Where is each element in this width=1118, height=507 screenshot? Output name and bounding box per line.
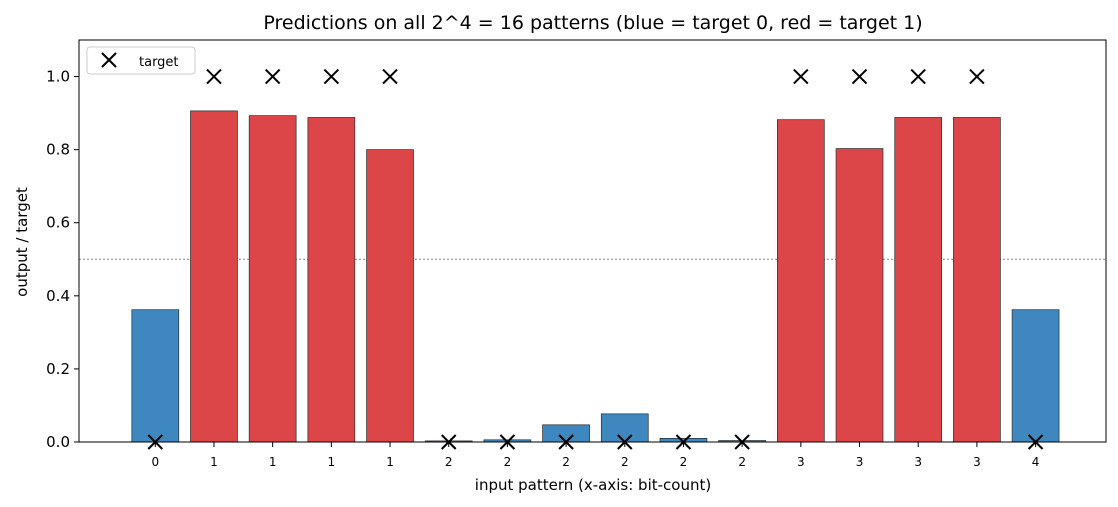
bar [248, 115, 297, 443]
x-tick-label: 1 [210, 455, 218, 469]
bar [542, 424, 590, 443]
y-tick-label: 0.4 [46, 287, 70, 305]
x-tick-label: 3 [914, 455, 922, 469]
bar [777, 119, 825, 443]
x-tick-label: 2 [562, 455, 570, 469]
x-tick-label: 1 [386, 455, 394, 469]
target-marker [851, 68, 868, 85]
plot-area: 0.0 0.2 0.4 0.6 0.8 1.0 0 1 1 1 1 2 2 2 2 2 2 3 3 3 3 4 [46, 39, 1107, 469]
bar [190, 110, 238, 443]
chart-title: Predictions on all 2^4 = 16 patterns (bl… [263, 12, 922, 34]
x-tick-label: 3 [973, 455, 981, 469]
x-tick-label: 2 [621, 455, 629, 469]
bar [894, 117, 943, 443]
target-marker [264, 68, 281, 85]
bar [131, 309, 180, 443]
x-tick-label: 2 [680, 455, 688, 469]
legend-entry-target: target [139, 55, 179, 70]
y-tick-label: 0.6 [46, 214, 70, 232]
axes-frame [78, 39, 1107, 443]
x-tick-label: 2 [738, 455, 746, 469]
bar [307, 117, 356, 443]
x-tick-label: 3 [797, 455, 805, 469]
target-marker [969, 68, 985, 85]
y-tick-label: 0.2 [46, 360, 70, 378]
target-marker [910, 68, 926, 85]
x-tick-label: 0 [151, 455, 159, 469]
target-marker [382, 68, 398, 85]
bar [835, 148, 884, 443]
bar [1011, 309, 1060, 443]
y-tick-label: 1.0 [46, 68, 70, 86]
x-tick-label: 3 [856, 455, 864, 469]
y-axis-label: output / target [13, 187, 31, 297]
x-axis-label: input pattern (x-axis: bit-count) [475, 476, 711, 494]
y-tick-label: 0.0 [46, 433, 70, 451]
target-marker [206, 68, 222, 85]
x-tick-label: 2 [445, 455, 453, 469]
target-marker [793, 68, 809, 85]
y-tick-label: 0.8 [46, 141, 70, 159]
bar [953, 117, 1001, 443]
legend: target [86, 46, 196, 75]
bar [600, 413, 649, 443]
x-tick-label: 1 [328, 455, 336, 469]
bar [366, 149, 414, 443]
x-tick-label: 1 [269, 455, 277, 469]
x-tick-label: 2 [504, 455, 512, 469]
x-tick-label: 4 [1032, 455, 1040, 469]
target-marker [323, 68, 340, 85]
legend-marker-x-icon [101, 52, 117, 68]
